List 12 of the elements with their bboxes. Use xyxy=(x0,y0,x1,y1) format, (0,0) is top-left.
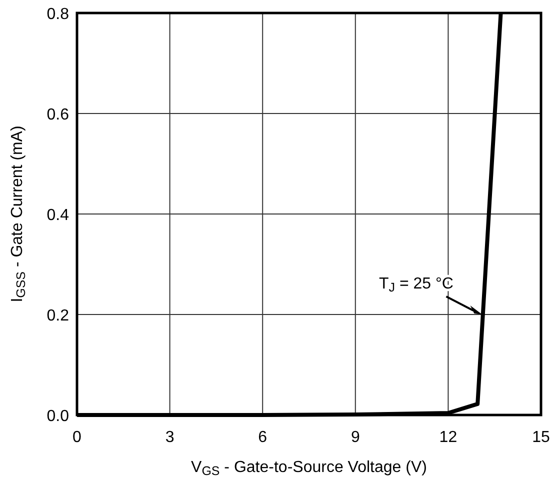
x-tick-label: 3 xyxy=(165,429,174,446)
x-axis-title: V$_{GS}$ - Gate-to-Source Voltage (V) xyxy=(191,459,427,478)
y-tick-label: 0.0 xyxy=(46,408,70,425)
x-tick-label: 6 xyxy=(258,429,268,446)
y-tick-label: 0.4 xyxy=(46,207,70,224)
x-tick-label: 15 xyxy=(532,429,550,446)
x-tick-label: 12 xyxy=(439,429,458,446)
y-tick-label: 0.2 xyxy=(46,308,70,324)
x-tick-label: 9 xyxy=(350,429,360,446)
y-tick-label: 0.8 xyxy=(46,6,70,23)
x-tick-label: 0 xyxy=(72,429,82,446)
y-tick-label: 0.6 xyxy=(46,106,70,124)
